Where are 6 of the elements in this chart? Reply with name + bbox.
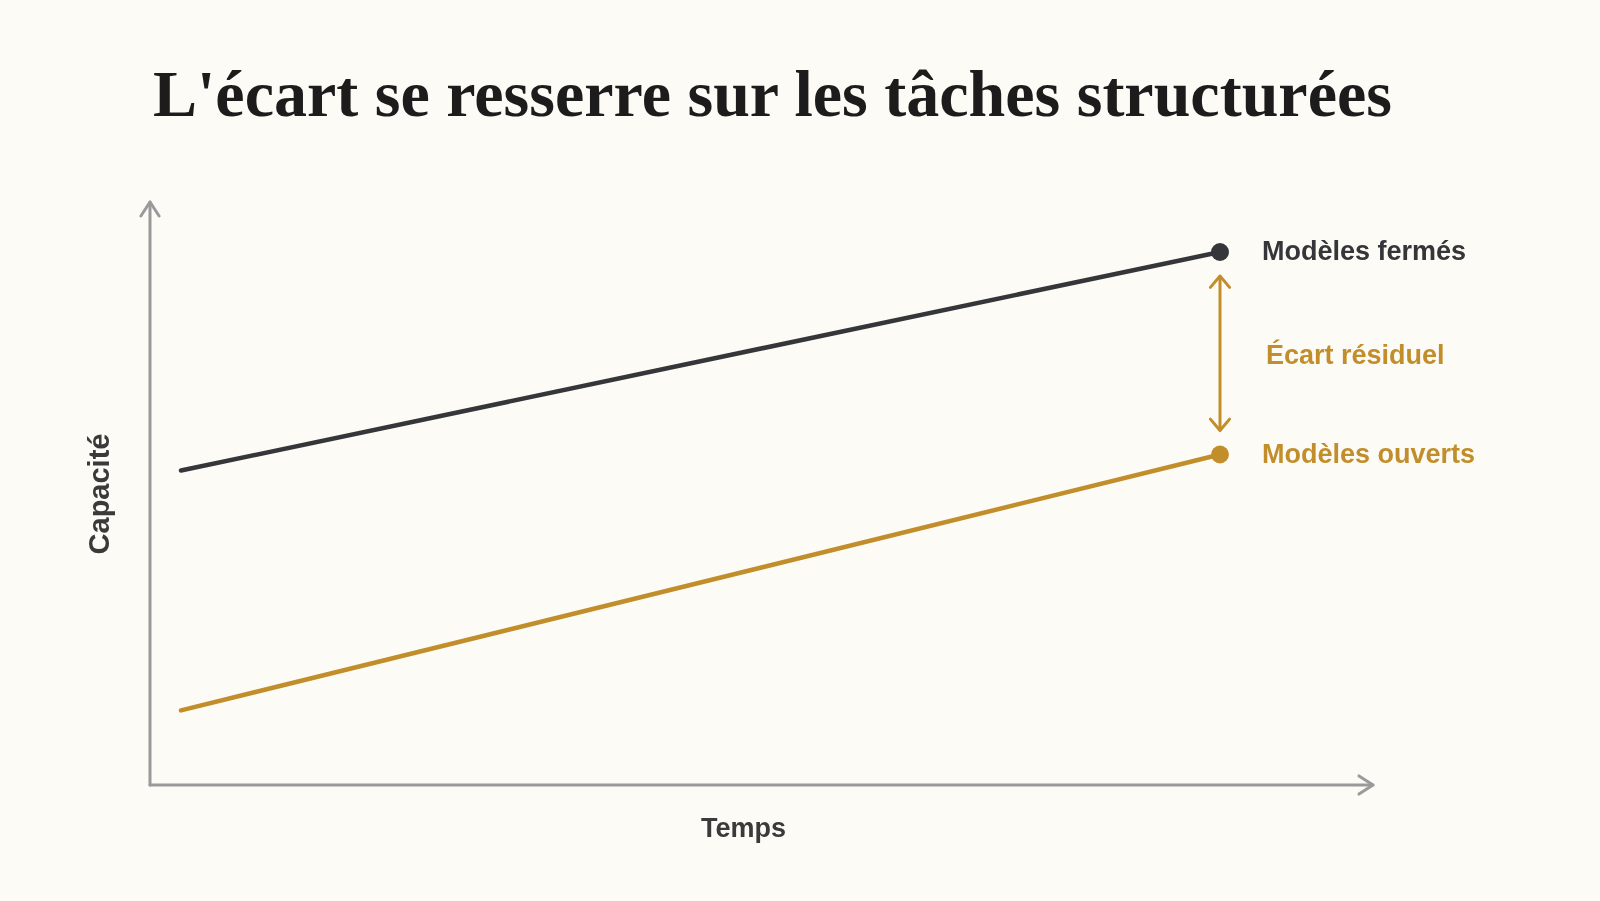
annotation: Écart résiduel bbox=[1266, 339, 1445, 371]
chart-title: L'écart se resserre sur les tâches structurées bbox=[153, 56, 1392, 130]
series-label: Modèles fermés bbox=[1262, 236, 1467, 266]
y-axis-title: Capacité bbox=[82, 433, 115, 555]
series-label: Modèles ouverts bbox=[1262, 438, 1476, 469]
x-axis-title: Temps bbox=[700, 812, 787, 843]
